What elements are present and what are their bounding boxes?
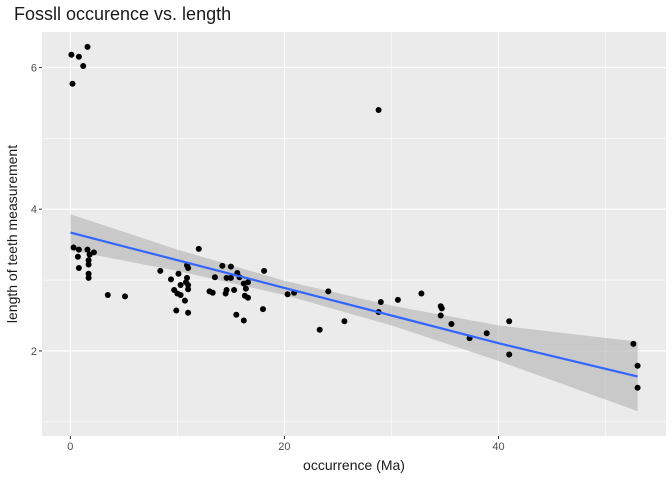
data-point [394,296,401,303]
data-point [185,286,192,293]
minor-gridlines [42,32,666,436]
data-point [261,267,268,274]
data-point [341,318,348,325]
data-point [260,306,266,313]
data-point [185,282,192,288]
data-point [630,340,637,347]
data-point [74,253,81,260]
data-point [175,270,182,277]
data-point [168,276,174,283]
data-point [223,274,230,281]
data-point [75,246,82,253]
data-point [185,265,192,271]
data-point [227,274,234,281]
y-tick-label: 6 [31,62,37,74]
data-point [181,297,188,304]
x-tick-label: 0 [67,441,73,453]
data-point [209,289,216,296]
data-point [634,362,641,369]
data-point [242,285,249,292]
data-point [75,265,82,271]
data-point [185,309,192,316]
data-point [84,43,91,50]
data-point [85,257,92,264]
data-point [177,282,184,288]
data-point [233,311,240,318]
data-point [69,80,76,87]
y-tick-label: 4 [31,204,37,216]
x-tick-label: 20 [278,441,290,453]
data-point [195,245,202,252]
data-point [245,279,251,286]
data-point [375,107,382,113]
data-point [634,384,641,391]
data-point [325,288,332,295]
data-point [80,63,87,69]
data-point [240,317,247,324]
data-point [284,291,291,298]
x-axis-title: occurrence (Ma) [303,457,405,473]
data-point [231,287,238,293]
data-point [86,251,93,258]
data-point [211,274,218,281]
data-point [75,53,82,60]
regression-line [70,231,638,378]
data-point [68,51,75,58]
y-axis-title: length of teeth measurement [4,145,20,323]
data-point [483,330,490,337]
data-point [104,292,111,298]
data-point [377,299,384,305]
data-point [70,244,77,251]
data-point [506,351,513,358]
data-point [85,274,92,281]
chart-title: Fossll occurence vs. length [14,4,231,24]
data-point [222,290,229,297]
data-point [227,263,234,270]
data-point [437,312,444,319]
y-tick-label: 2 [31,346,37,358]
data-point [85,261,92,268]
data-point [245,294,251,301]
data-point [177,292,184,298]
data-point [157,267,164,274]
axes: 0 20 40 2 4 6 [31,62,505,453]
x-tick-label: 40 [492,441,504,453]
data-point [316,326,323,333]
data-point [506,318,513,325]
data-point [448,321,455,327]
data-point [122,293,128,300]
data-point [173,307,180,314]
data-point [438,305,445,312]
data-point [84,246,91,253]
data-point [85,270,92,277]
confidence-band [70,214,638,412]
data-point [219,262,226,269]
data-point [418,290,425,297]
